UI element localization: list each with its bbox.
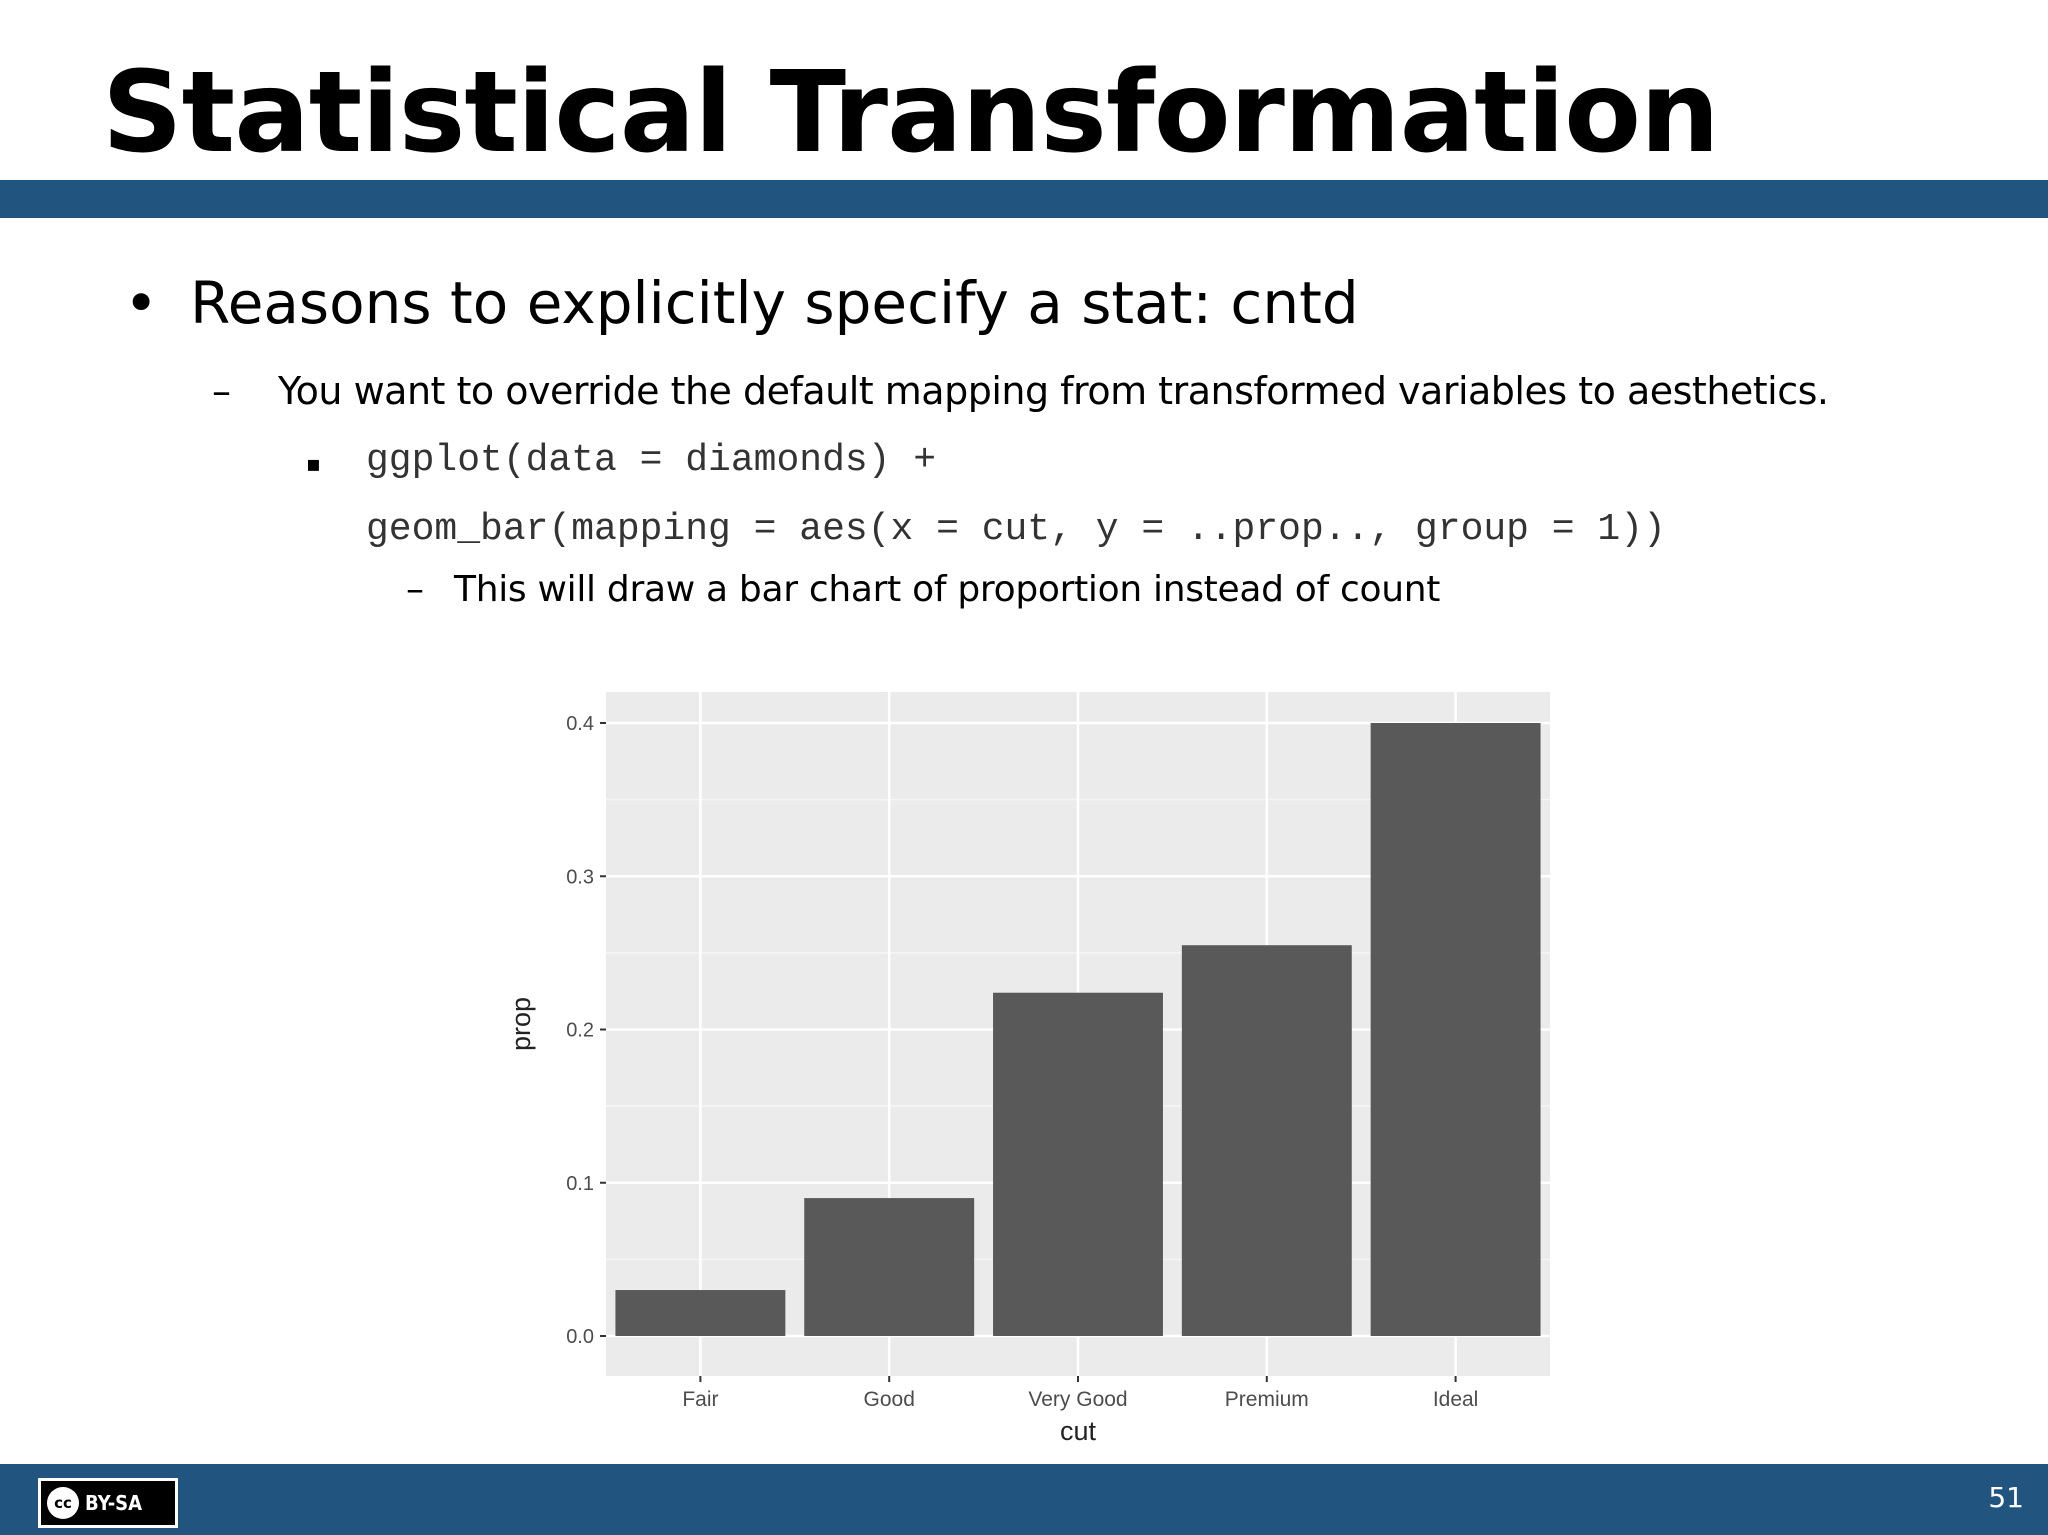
slide-title: Statistical Transformation [102, 48, 1720, 178]
x-tick-label: Fair [682, 1388, 718, 1411]
x-tick-label: Premium [1225, 1388, 1309, 1411]
code-line-2: geom_bar(mapping = aes(x = cut, y = ..pr… [366, 508, 1666, 551]
x-tick-label: Very Good [1028, 1388, 1127, 1411]
bar-ideal [1370, 723, 1541, 1336]
sub-bullet-text: You want to override the default mapping… [278, 369, 1829, 413]
y-tick-label: 0.1 [566, 1173, 594, 1195]
y-axis-title: prop [506, 997, 536, 1051]
footer-bar [0, 1464, 2048, 1535]
dash-marker: – [212, 369, 231, 413]
prop-bar-chart: 0.0 0.1 0.2 0.3 0.4 Fair Good Very Good Premium I… [506, 692, 1550, 1446]
y-tick-label: 0.2 [566, 1020, 594, 1042]
page-number: 51 [1988, 1481, 2024, 1514]
bar-premium [1181, 945, 1352, 1336]
bullet-marker: • [124, 269, 159, 337]
y-tick-label: 0.3 [566, 866, 594, 888]
y-tick-label: 0.4 [566, 713, 594, 735]
bar-good [804, 1198, 975, 1336]
license-text: BY-SA [85, 1491, 143, 1515]
x-tick-label: Good [864, 1388, 915, 1411]
cc-license-badge[interactable]: cc BY-SA [38, 1478, 178, 1528]
title-accent-bar [0, 180, 2048, 218]
note-text: This will draw a bar chart of proportion… [454, 569, 1441, 610]
square-bullet-marker: ▪ [306, 452, 321, 477]
code-line-1: ggplot(data = diamonds) + [366, 439, 937, 482]
cc-icon: cc [47, 1487, 79, 1519]
bar-fair [615, 1290, 786, 1336]
x-tick-label: Ideal [1433, 1388, 1479, 1411]
x-axis-title: cut [1060, 1416, 1097, 1446]
bar-very-good [993, 992, 1163, 1336]
note-dash-marker: – [406, 569, 424, 610]
y-tick-label: 0.0 [566, 1326, 594, 1348]
main-bullet-text: Reasons to explicitly specify a stat: cn… [190, 269, 1359, 337]
